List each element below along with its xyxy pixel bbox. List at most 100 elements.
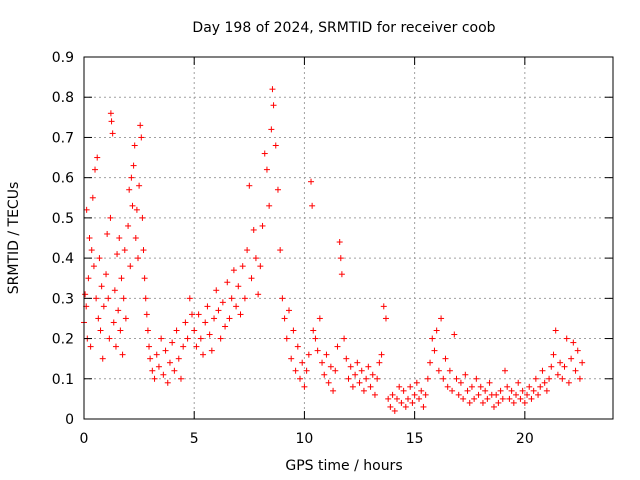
data-point — [337, 255, 344, 262]
data-point — [125, 222, 132, 229]
data-point — [490, 403, 497, 410]
data-point — [391, 407, 398, 414]
x-tick-label: 15 — [406, 431, 424, 447]
data-point — [292, 367, 299, 374]
data-point — [347, 363, 354, 370]
data-point — [475, 391, 482, 398]
data-point — [197, 335, 204, 342]
data-point — [532, 375, 539, 382]
data-point — [468, 383, 475, 390]
data-point — [272, 142, 279, 149]
data-point — [290, 327, 297, 334]
data-point — [151, 375, 158, 382]
data-point — [255, 291, 262, 298]
data-point — [446, 367, 453, 374]
data-point — [93, 295, 100, 302]
data-point — [224, 279, 231, 286]
data-point — [114, 251, 121, 258]
data-point — [136, 182, 143, 189]
data-point — [416, 395, 423, 402]
data-point — [422, 391, 429, 398]
data-point — [539, 367, 546, 374]
data-point — [180, 343, 187, 350]
data-point — [120, 295, 127, 302]
data-points — [81, 86, 586, 414]
data-point — [233, 303, 240, 310]
data-point — [345, 375, 352, 382]
y-axis-title: SRMTID / TECUs — [6, 182, 22, 295]
y-tick-label: 0.4 — [52, 251, 74, 267]
data-point — [341, 335, 348, 342]
data-point — [173, 327, 180, 334]
data-point — [237, 311, 244, 318]
data-point — [382, 315, 389, 322]
data-point — [438, 315, 445, 322]
data-point — [146, 343, 153, 350]
data-point — [294, 343, 301, 350]
data-point — [334, 343, 341, 350]
data-point — [479, 399, 486, 406]
data-point — [119, 351, 126, 358]
data-point — [139, 214, 146, 221]
data-point — [440, 375, 447, 382]
data-point — [153, 351, 160, 358]
data-point — [504, 383, 511, 390]
y-tick-label: 0.2 — [52, 332, 74, 348]
data-point — [248, 275, 255, 282]
data-point — [186, 295, 193, 302]
data-point — [283, 335, 290, 342]
data-point — [418, 387, 425, 394]
data-point — [526, 383, 533, 390]
data-point — [162, 347, 169, 354]
data-point — [572, 367, 579, 374]
data-point — [121, 247, 128, 254]
data-point — [241, 295, 248, 302]
data-point — [305, 351, 312, 358]
data-point — [138, 134, 145, 141]
data-point — [184, 335, 191, 342]
data-point — [563, 335, 570, 342]
data-point — [142, 295, 149, 302]
data-point — [316, 315, 323, 322]
data-point — [215, 307, 222, 314]
data-point — [431, 347, 438, 354]
data-point — [219, 299, 226, 306]
data-point — [89, 194, 96, 201]
data-point — [550, 351, 557, 358]
data-point — [191, 327, 198, 334]
data-point — [363, 375, 370, 382]
data-point — [524, 391, 531, 398]
y-tick-label: 0 — [65, 412, 74, 428]
data-point — [109, 130, 116, 137]
data-point — [95, 315, 102, 322]
data-point — [499, 395, 506, 402]
data-point — [352, 371, 359, 378]
data-point — [128, 174, 135, 181]
data-point — [517, 395, 524, 402]
data-point — [429, 335, 436, 342]
data-point — [96, 255, 103, 262]
data-point — [413, 379, 420, 386]
y-tick-label: 0.6 — [52, 171, 74, 187]
data-point — [510, 399, 517, 406]
data-point — [92, 166, 99, 173]
data-point — [217, 335, 224, 342]
data-point — [263, 166, 270, 173]
data-point — [127, 263, 134, 270]
data-point — [281, 315, 288, 322]
data-point — [433, 327, 440, 334]
data-point — [111, 287, 118, 294]
data-point — [471, 395, 478, 402]
data-point — [554, 371, 561, 378]
data-point — [570, 339, 577, 346]
data-point — [332, 367, 339, 374]
data-point — [349, 383, 356, 390]
data-point — [141, 275, 148, 282]
data-point — [106, 335, 113, 342]
data-point — [557, 359, 564, 366]
data-point — [269, 86, 276, 93]
data-point — [411, 391, 418, 398]
data-point — [213, 287, 220, 294]
data-point — [530, 387, 537, 394]
